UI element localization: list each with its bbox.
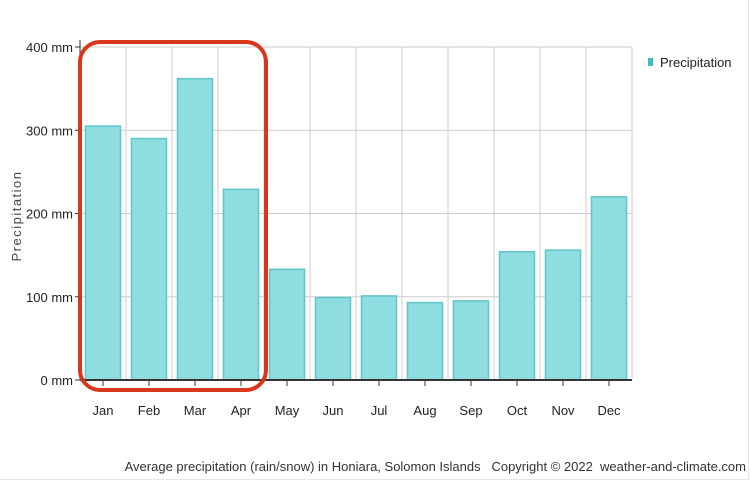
y-tick-label: 200 mm (26, 207, 73, 222)
y-tick-labels: 0 mm 100 mm 200 mm 300 mm 400 mm (26, 40, 73, 388)
bar-jul (360, 295, 398, 381)
bar-oct (498, 251, 536, 381)
x-tick-label: Oct (507, 403, 528, 418)
grid-lines (80, 46, 633, 380)
bars (84, 77, 628, 381)
x-tick-label: Dec (597, 403, 621, 418)
x-tick-label: Sep (459, 403, 482, 418)
chart-caption: Average precipitation (rain/snow) in Hon… (125, 459, 746, 474)
x-tick-labels: Jan Feb Mar Apr May Jun Jul Aug Sep Oct Nov Dec (93, 403, 622, 418)
bar-jan (84, 125, 122, 381)
x-tick-label: Feb (138, 403, 160, 418)
x-tick-label: Jun (323, 403, 344, 418)
x-tick-label: Jul (371, 403, 388, 418)
bar-may (268, 268, 306, 381)
legend-marker (648, 58, 653, 66)
highlight-box (78, 40, 268, 392)
bar-feb (130, 137, 168, 381)
x-tick-label: Apr (231, 403, 252, 418)
y-tick-label: 300 mm (26, 123, 73, 138)
legend: Precipitation (648, 55, 732, 70)
y-tick-label: 100 mm (26, 290, 73, 305)
y-tick-label: 400 mm (26, 40, 73, 55)
x-tick-label: Mar (184, 403, 207, 418)
y-tick-label: 0 mm (41, 373, 74, 388)
bar-aug (406, 301, 444, 381)
x-tick-label: Jan (93, 403, 114, 418)
bar-sep (452, 300, 490, 381)
bar-mar (176, 77, 214, 381)
y-axis-title: Precipitation (9, 170, 24, 261)
x-tick-label: May (275, 403, 300, 418)
bar-apr (222, 188, 260, 381)
x-tick-label: Nov (551, 403, 575, 418)
bar-nov (544, 249, 582, 381)
bar-dec (590, 196, 628, 381)
x-tick-label: Aug (413, 403, 436, 418)
bar-jun (314, 296, 352, 381)
legend-label: Precipitation (660, 55, 732, 70)
